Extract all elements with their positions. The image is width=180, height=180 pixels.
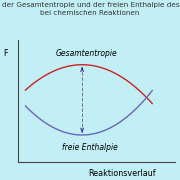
Text: freie Enthalpie: freie Enthalpie [62,143,118,152]
Text: Gesamtentropie: Gesamtentropie [56,50,118,59]
Text: rung der Gesamtentropie und der freien Enthalpie des Syst
bei chemischen Reaktio: rung der Gesamtentropie und der freien E… [0,2,180,16]
X-axis label: Reaktionsverlauf: Reaktionsverlauf [88,169,156,178]
Y-axis label: F: F [3,49,8,58]
